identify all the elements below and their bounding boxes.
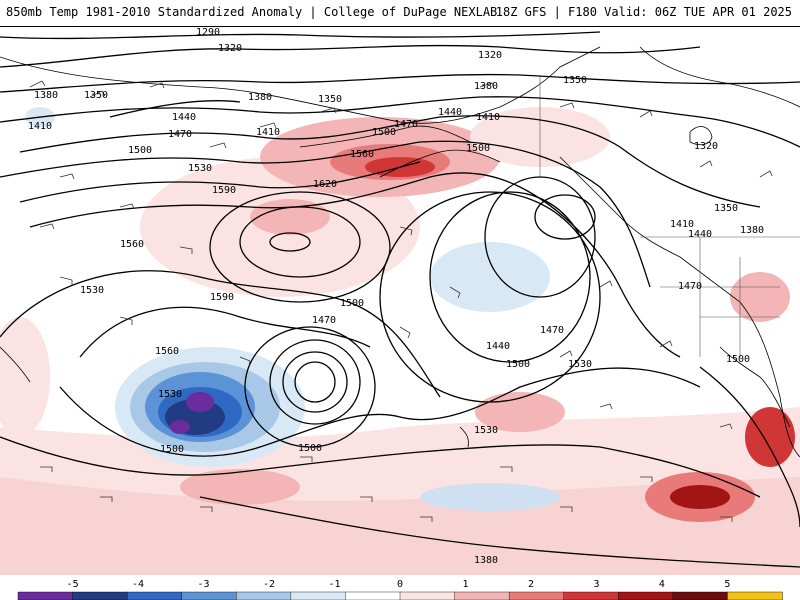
wind-barbs bbox=[29, 80, 773, 522]
contour-label: 1500 bbox=[340, 298, 364, 309]
model-run-info: 18Z GFS | F180 Valid: 06Z TUE APR 01 202… bbox=[495, 5, 792, 19]
political-borders bbox=[539, 77, 800, 357]
colorbar-swatch bbox=[126, 591, 183, 600]
contour-label: 1410 bbox=[256, 127, 280, 138]
contour-label: 1410 bbox=[476, 112, 500, 123]
contour-label: 1500 bbox=[466, 143, 490, 154]
colorbar-swatch bbox=[181, 591, 237, 600]
contour-label: 1350 bbox=[563, 75, 587, 86]
colorbar-tick-label: -3 bbox=[198, 579, 210, 590]
colorbar-swatch bbox=[345, 591, 401, 600]
contour-label: 1470 bbox=[394, 119, 418, 130]
contour-label: 1320 bbox=[478, 50, 502, 61]
contour-label: 1380 bbox=[474, 81, 498, 92]
colorbar-swatch bbox=[563, 591, 619, 600]
contour-label: 1530 bbox=[474, 425, 498, 436]
colorbar-swatch bbox=[17, 591, 74, 600]
colorbar-tick-label: 5 bbox=[724, 579, 730, 590]
contour-label: 1410 bbox=[670, 219, 694, 230]
colorbar-swatch bbox=[454, 591, 510, 600]
contour-label: 1500 bbox=[160, 444, 184, 455]
colorbar-tick-label: -2 bbox=[263, 579, 275, 590]
contour-label: 1500 bbox=[372, 127, 396, 138]
map-header: 850mb Temp 1981-2010 Standardized Anomal… bbox=[0, 0, 800, 27]
contour-labels: 1290 1320 1320 1350 1350 1350 1380 1380 … bbox=[28, 27, 764, 566]
contour-label: 1560 bbox=[120, 239, 144, 250]
contour-label: 1380 bbox=[248, 92, 272, 103]
contour-label: 1500 bbox=[506, 359, 530, 370]
colorbar-swatches bbox=[17, 591, 783, 600]
contour-label: 1380 bbox=[740, 225, 764, 236]
contour-label: 1440 bbox=[438, 107, 462, 118]
colorbar-tick-label: -4 bbox=[132, 579, 144, 590]
colorbar-tick-label: -1 bbox=[328, 579, 340, 590]
map-title: 850mb Temp 1981-2010 Standardized Anomal… bbox=[6, 5, 498, 19]
contour-label: 1470 bbox=[168, 129, 192, 140]
colorbar-tick-label: -5 bbox=[67, 579, 79, 590]
contour-label: 1440 bbox=[486, 341, 510, 352]
colorbar-tick-label: 0 bbox=[397, 579, 403, 590]
contour-label: 1320 bbox=[218, 43, 242, 54]
anomaly-colorbar: -5 -4 -3 -2 -1 0 1 2 3 4 5 bbox=[0, 576, 800, 600]
colorbar-tick-label: 1 bbox=[462, 579, 468, 590]
colorbar-tick-label: 4 bbox=[659, 579, 665, 590]
contour-label: 1290 bbox=[196, 27, 220, 38]
contour-label: 1560 bbox=[350, 149, 374, 160]
colorbar-tick-label: 3 bbox=[593, 579, 599, 590]
contour-label: 1530 bbox=[188, 163, 212, 174]
contour-label: 1590 bbox=[212, 185, 236, 196]
contour-label: 1350 bbox=[318, 94, 342, 105]
contour-label: 1410 bbox=[28, 121, 52, 132]
colorbar-swatch bbox=[672, 591, 729, 600]
contour-label: 1530 bbox=[158, 389, 182, 400]
anomaly-map: 1290 1320 1320 1350 1350 1350 1380 1380 … bbox=[0, 27, 800, 575]
contour-label: 1320 bbox=[694, 141, 718, 152]
contour-label: 1380 bbox=[34, 90, 58, 101]
contour-label: 1470 bbox=[540, 325, 564, 336]
contour-label: 1530 bbox=[568, 359, 592, 370]
contour-label: 1440 bbox=[688, 229, 712, 240]
contour-label: 1470 bbox=[312, 315, 336, 326]
contour-label: 1440 bbox=[172, 112, 196, 123]
contour-label: 1530 bbox=[80, 285, 104, 296]
colorbar-tick-labels: -5 -4 -3 -2 -1 0 1 2 3 4 5 bbox=[67, 579, 731, 590]
contour-label: 1350 bbox=[714, 203, 738, 214]
colorbar-swatch bbox=[508, 591, 565, 600]
contour-label: 1590 bbox=[210, 292, 234, 303]
colorbar-swatch bbox=[399, 591, 456, 600]
colorbar-swatch bbox=[72, 591, 128, 600]
colorbar-swatch bbox=[727, 591, 783, 600]
colorbar-swatch bbox=[236, 591, 292, 600]
contour-label: 1620 bbox=[313, 179, 337, 190]
contour-label: 1470 bbox=[678, 281, 702, 292]
colorbar-swatch bbox=[618, 591, 674, 600]
contour-label: 1560 bbox=[155, 346, 179, 357]
contour-label: 1500 bbox=[726, 354, 750, 365]
height-contours bbox=[0, 31, 800, 568]
colorbar-tick-label: 2 bbox=[528, 579, 534, 590]
contour-label: 1500 bbox=[298, 443, 322, 454]
contour-label: 1380 bbox=[474, 555, 498, 566]
colorbar-swatch bbox=[290, 591, 347, 600]
contour-label: 1350 bbox=[84, 90, 108, 101]
contour-label: 1500 bbox=[128, 145, 152, 156]
negative-anomaly-shading bbox=[25, 107, 560, 511]
